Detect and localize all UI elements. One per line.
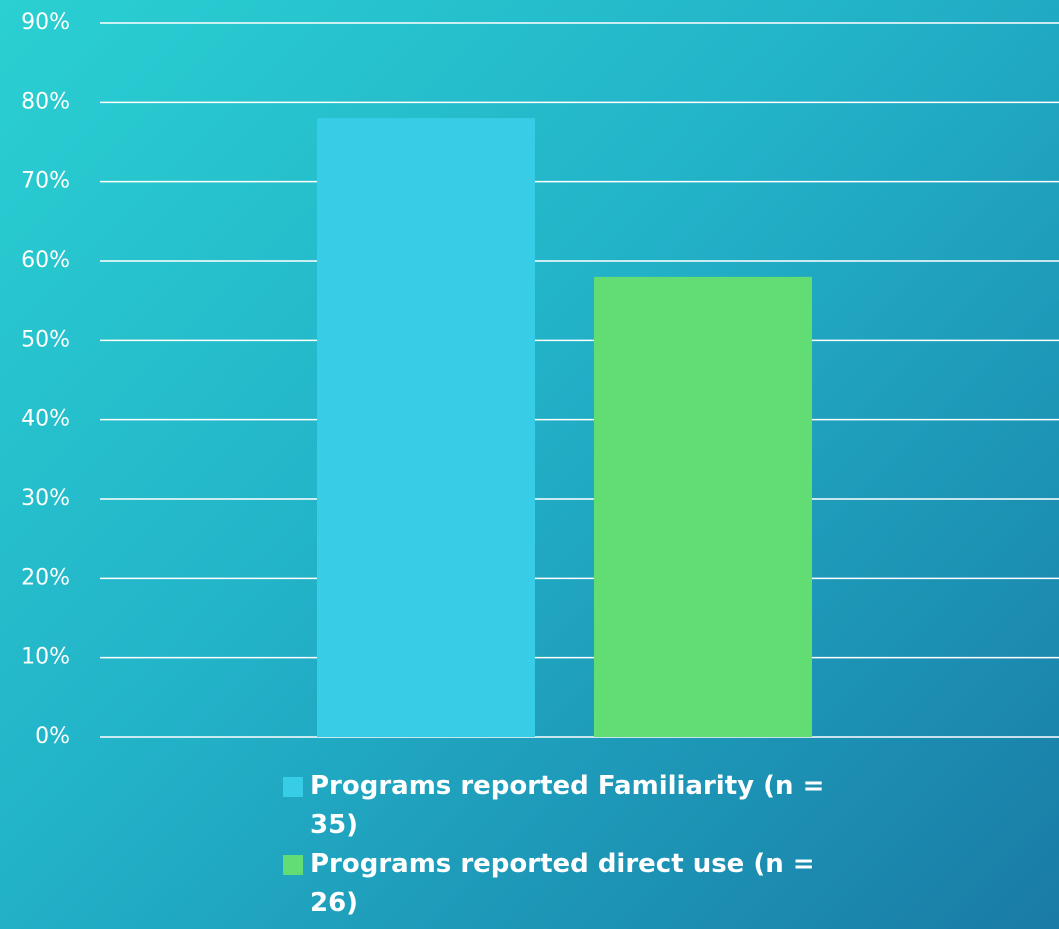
legend-label: Programs reported direct use (n = 26) (310, 849, 815, 918)
y-tick-label: 70% (21, 169, 70, 194)
y-tick-label: 50% (21, 327, 70, 352)
chart: 0% 10% 20% 30% 40% 50% 60% 70% 80% 90% (21, 10, 812, 749)
y-tick-label: 0% (35, 724, 70, 749)
legend-label: Programs reported Familiarity (n = 35) (310, 771, 825, 840)
y-tick-label: 40% (21, 407, 70, 432)
legend-entry: Programs reported Familiarity (n = 35) (283, 767, 843, 845)
y-tick-label: 20% (21, 565, 70, 590)
y-tick-label: 10% (21, 645, 70, 670)
legend: Programs reported Familiarity (n = 35) Pr… (283, 767, 843, 923)
legend-swatch (283, 777, 303, 797)
bar (317, 118, 535, 737)
y-tick-label: 90% (21, 10, 70, 35)
legend-swatch (283, 855, 303, 875)
bar (594, 276, 812, 737)
y-tick-label: 30% (21, 486, 70, 511)
y-tick-label: 80% (21, 89, 70, 114)
y-tick-label: 60% (21, 248, 70, 273)
legend-entry: Programs reported direct use (n = 26) (283, 845, 843, 923)
